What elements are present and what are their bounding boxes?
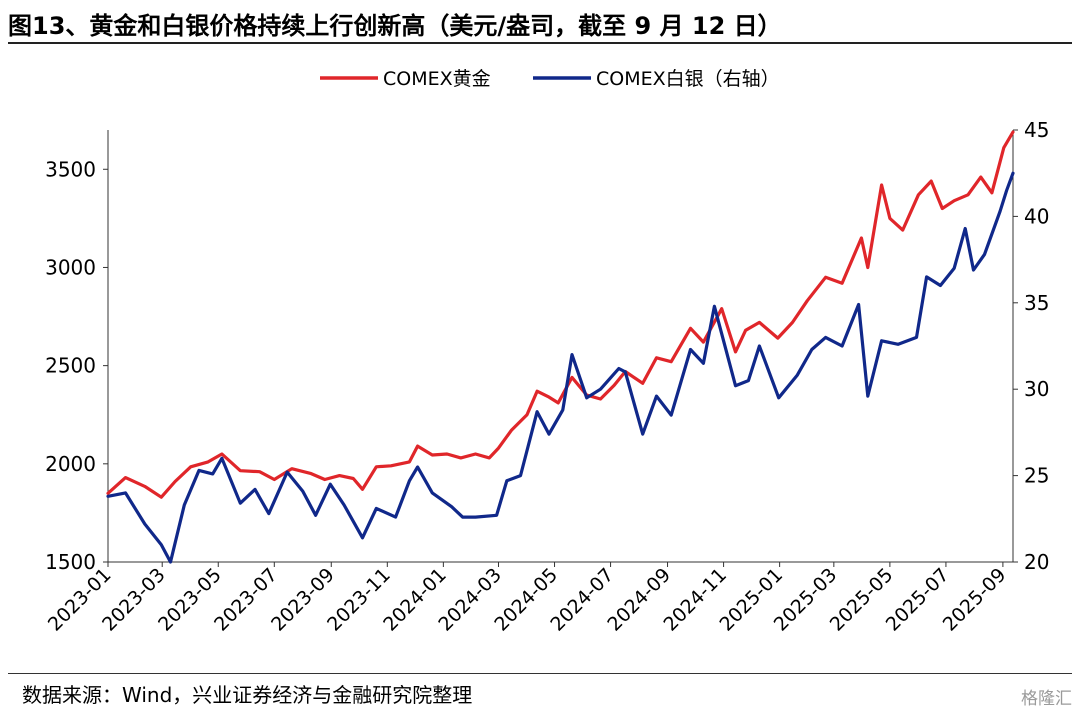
x-tick-label: 2025-09 bbox=[939, 564, 1011, 636]
chart: COMEX黄金 COMEX白银（右轴） 1500 2000 2500 3000 3500 2… bbox=[44, 68, 1050, 636]
right-y-tick-label: 25 bbox=[1024, 464, 1049, 488]
right-y-tick-label: 45 bbox=[1024, 118, 1049, 142]
left-y-tick-label: 2500 bbox=[45, 354, 96, 378]
series-line-gold bbox=[106, 130, 1015, 499]
legend-label: COMEX白银（右轴） bbox=[596, 68, 780, 90]
chart-title: 图13、黄金和白银价格持续上行创新高（美元/盎司，截至 9 月 12 日） bbox=[8, 12, 782, 40]
legend-label: COMEX黄金 bbox=[383, 68, 491, 90]
axes: 150020002500300035002025303540452023-012… bbox=[44, 118, 1050, 636]
series-line-silver bbox=[106, 171, 1015, 564]
right-y-tick-label: 20 bbox=[1024, 550, 1049, 574]
left-y-tick-label: 1500 bbox=[45, 550, 96, 574]
left-y-tick-label: 3000 bbox=[45, 255, 96, 279]
right-y-tick-label: 40 bbox=[1024, 204, 1049, 228]
source-note: 数据来源：Wind，兴业证券经济与金融研究院整理 bbox=[22, 683, 473, 707]
right-y-tick-label: 35 bbox=[1024, 291, 1049, 315]
title-underline bbox=[8, 42, 1072, 44]
right-y-tick-label: 30 bbox=[1024, 377, 1049, 401]
footer-rule bbox=[8, 673, 1072, 674]
series-layer bbox=[106, 130, 1015, 564]
left-y-tick-label: 3500 bbox=[45, 157, 96, 181]
left-y-tick-label: 2000 bbox=[45, 452, 96, 476]
legend: COMEX黄金 COMEX白银（右轴） bbox=[320, 68, 780, 90]
watermark: 格隆汇 bbox=[1021, 689, 1072, 709]
